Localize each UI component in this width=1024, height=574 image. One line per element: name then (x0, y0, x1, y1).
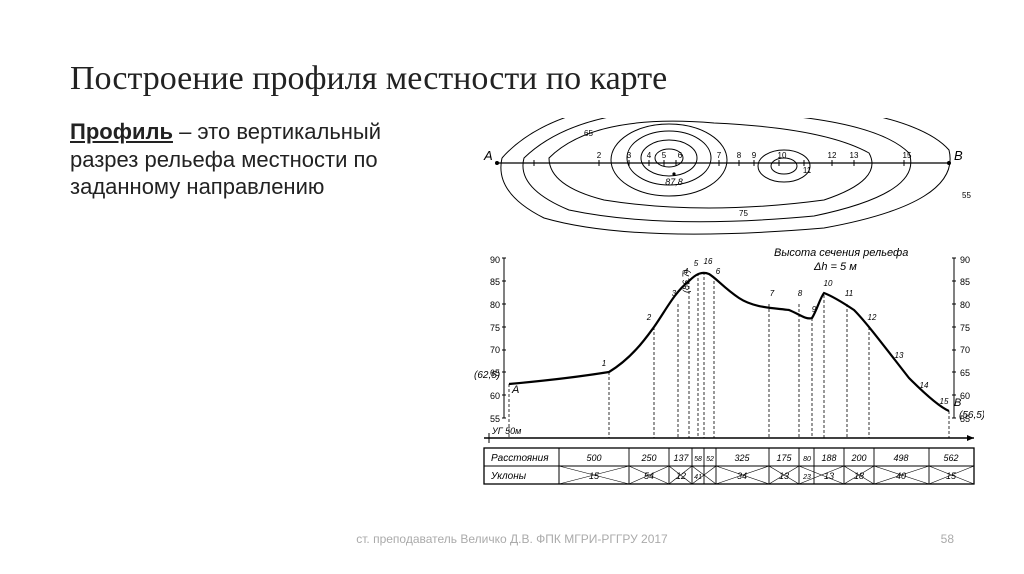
svg-text:5: 5 (694, 259, 699, 268)
definition-paragraph: Профиль – это вертикальный разрез рельеф… (70, 118, 430, 201)
svg-text:80: 80 (803, 456, 811, 463)
contour-map: А В 2 3 4 5 6 7 8 9 10 11 12 13 (483, 118, 971, 234)
svg-text:7: 7 (717, 151, 722, 160)
svg-text:70: 70 (490, 345, 500, 355)
svg-text:175: 175 (776, 453, 792, 463)
row-label-slopes: Уклоны (490, 471, 527, 482)
svg-text:3: 3 (672, 289, 677, 298)
svg-text:58: 58 (694, 456, 702, 463)
svg-text:80: 80 (490, 300, 500, 310)
svg-text:5: 5 (662, 151, 667, 160)
peak-label: (86,7) (681, 269, 691, 293)
svg-text:13: 13 (895, 351, 904, 360)
page-number: 58 (941, 532, 954, 546)
svg-text:55: 55 (962, 191, 971, 200)
spot-height-label: 87,8 (665, 177, 683, 187)
svg-text:52: 52 (706, 456, 714, 463)
svg-text:11: 11 (845, 289, 853, 298)
svg-text:14: 14 (920, 381, 929, 390)
svg-text:8: 8 (737, 151, 742, 160)
svg-text:12: 12 (828, 151, 837, 160)
svg-text:85: 85 (960, 277, 970, 287)
svg-text:2: 2 (646, 313, 652, 322)
svg-text:9: 9 (752, 151, 757, 160)
point-b-label: В (954, 148, 963, 163)
svg-text:7: 7 (770, 289, 775, 298)
svg-text:В: В (954, 397, 961, 409)
svg-text:60: 60 (960, 391, 970, 401)
svg-text:250: 250 (640, 453, 656, 463)
svg-text:54: 54 (644, 471, 654, 481)
svg-text:500: 500 (586, 453, 601, 463)
svg-text:80: 80 (960, 300, 970, 310)
svg-text:9: 9 (812, 305, 817, 314)
svg-text:60: 60 (490, 391, 500, 401)
svg-text:15: 15 (940, 397, 949, 406)
svg-text:70: 70 (960, 345, 970, 355)
svg-text:325: 325 (734, 453, 750, 463)
svg-text:2: 2 (597, 151, 602, 160)
svg-text:75: 75 (739, 209, 748, 218)
terrain-profile-diagram: А В 2 3 4 5 6 7 8 9 10 11 12 13 (454, 118, 984, 488)
svg-text:6: 6 (716, 267, 721, 276)
svg-text:16: 16 (704, 257, 713, 266)
svg-text:А: А (511, 384, 519, 396)
footer-credit: ст. преподаватель Величко Д.В. ФПК МГРИ-… (0, 532, 1024, 546)
svg-text:15: 15 (946, 471, 957, 481)
svg-text:1: 1 (602, 359, 606, 368)
svg-text:75: 75 (490, 323, 500, 333)
svg-text:18: 18 (854, 471, 864, 481)
svg-text:90: 90 (960, 255, 970, 265)
svg-text:137: 137 (673, 453, 689, 463)
row-label-distances: Расстояния (491, 453, 549, 464)
right-end-label: (56,5) (959, 410, 984, 421)
caption-line1: Высота сечения рельефа (774, 247, 908, 259)
svg-text:75: 75 (960, 323, 970, 333)
svg-text:4: 4 (647, 151, 652, 160)
slide-title: Построение профиля местности по карте (70, 60, 954, 98)
svg-text:200: 200 (850, 453, 866, 463)
svg-text:12: 12 (868, 313, 877, 322)
svg-text:90: 90 (490, 255, 500, 265)
svg-text:55: 55 (490, 414, 500, 424)
svg-text:13: 13 (779, 471, 789, 481)
caption-line2: Δh = 5 м (813, 261, 857, 273)
svg-text:8: 8 (798, 289, 803, 298)
left-start-label: (62,5) (474, 370, 500, 381)
svg-text:65: 65 (584, 129, 593, 138)
profile-curve (509, 273, 949, 411)
point-a-label: А (483, 148, 493, 163)
svg-text:188: 188 (821, 453, 836, 463)
svg-text:498: 498 (893, 453, 908, 463)
profile-chart: 5560 6570 7580 8590 5560 6570 7580 8590 (474, 247, 984, 443)
svg-text:10: 10 (824, 279, 833, 288)
baseline-label: УГ 50м (491, 426, 521, 436)
svg-text:85: 85 (490, 277, 500, 287)
svg-text:65: 65 (960, 368, 970, 378)
svg-text:13: 13 (850, 151, 859, 160)
data-table: Расстояния Уклоны (484, 448, 974, 484)
svg-text:562: 562 (943, 453, 958, 463)
term: Профиль (70, 119, 173, 144)
